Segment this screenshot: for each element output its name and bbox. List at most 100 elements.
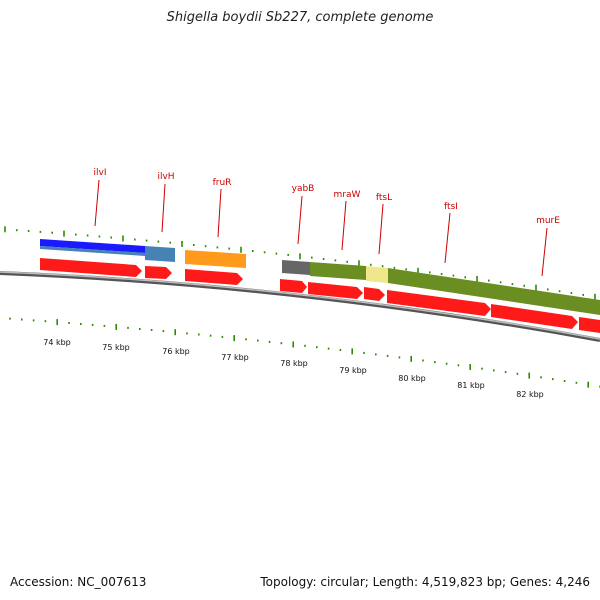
- minor-tick: [445, 362, 448, 365]
- kbp-label: 74 kbp: [43, 338, 71, 347]
- genome-backbone-highlight: [0, 271, 600, 340]
- minor-tick: [263, 251, 266, 254]
- ilvI-leader: [94, 179, 100, 227]
- dcw-cluster-bar[interactable]: [388, 268, 600, 315]
- gene-labels: ilvI ilvH fruR yabB mraW ftsL ftsI murE: [94, 168, 561, 226]
- minor-tick: [464, 276, 466, 279]
- cds-arrow[interactable]: [280, 279, 307, 293]
- minor-tick: [493, 369, 495, 372]
- murE-leader: [541, 227, 548, 277]
- kbp-axis-labels: 74 kbp 75 kbp 76 kbp 77 kbp 78 kbp 79 kb…: [43, 338, 544, 399]
- minor-tick: [398, 356, 401, 359]
- minor-tick: [287, 253, 289, 256]
- minor-tick: [209, 334, 212, 337]
- minor-tick: [39, 230, 42, 233]
- cds-arrow[interactable]: [145, 266, 172, 279]
- genome-backbone: [0, 271, 600, 342]
- gene-label-mraW: mraW: [334, 190, 361, 200]
- major-tick: [63, 230, 65, 237]
- feature-bars: [40, 239, 600, 315]
- bottom-tick-row: [9, 317, 600, 388]
- minor-tick: [280, 342, 283, 345]
- minor-tick: [27, 230, 30, 232]
- genome-summary-text: Topology: circular; Length: 4,519,823 bp…: [260, 575, 590, 589]
- gene-label-murE: murE: [536, 216, 560, 226]
- major-tick: [240, 246, 242, 253]
- major-tick: [417, 267, 419, 274]
- minor-tick: [103, 324, 106, 327]
- minor-tick: [570, 292, 573, 294]
- minor-tick: [157, 240, 160, 243]
- major-tick: [469, 364, 471, 370]
- major-tick: [233, 335, 235, 342]
- cds-arrow[interactable]: [579, 317, 600, 333]
- gene-leader-lines: [94, 179, 548, 277]
- major-tick: [535, 284, 537, 291]
- minor-tick: [375, 353, 377, 356]
- minor-tick: [221, 335, 224, 338]
- minor-tick: [381, 265, 384, 268]
- minor-tick: [316, 346, 318, 349]
- minor-tick: [75, 233, 77, 236]
- minor-tick: [393, 266, 396, 269]
- ftsL-leader: [378, 203, 384, 255]
- ftsL-bar[interactable]: [366, 266, 388, 283]
- minor-tick: [304, 344, 306, 347]
- major-tick: [299, 253, 301, 260]
- fruR-bar[interactable]: [185, 250, 246, 268]
- minor-tick: [86, 234, 89, 237]
- minor-tick: [252, 250, 254, 252]
- yabB-bar[interactable]: [282, 260, 310, 275]
- minor-tick: [21, 318, 23, 321]
- kbp-label: 79 kbp: [339, 366, 367, 375]
- cds-arrow[interactable]: [40, 258, 142, 277]
- minor-tick: [257, 339, 259, 342]
- minor-tick: [563, 380, 566, 382]
- cds-arrow[interactable]: [387, 290, 491, 316]
- mraW-bar[interactable]: [310, 262, 366, 280]
- minor-tick: [429, 271, 431, 274]
- minor-tick: [523, 284, 525, 287]
- gene-label-ftsL: ftsL: [376, 193, 392, 203]
- ilvH-bar[interactable]: [145, 246, 175, 262]
- minor-tick: [499, 281, 502, 284]
- cds-arrow[interactable]: [364, 287, 385, 301]
- minor-tick: [162, 330, 165, 333]
- ilvI-bar[interactable]: [40, 239, 145, 253]
- major-tick: [410, 355, 412, 362]
- minor-tick: [91, 323, 94, 326]
- major-tick: [594, 293, 596, 300]
- cds-arrow[interactable]: [491, 304, 578, 329]
- minor-tick: [504, 371, 507, 374]
- minor-tick: [169, 241, 171, 244]
- minor-tick: [575, 381, 578, 384]
- yabB-leader: [297, 195, 303, 245]
- minor-tick: [145, 239, 148, 242]
- minor-tick: [193, 244, 195, 246]
- map-title: Shigella boydii Sb227, complete genome: [166, 10, 434, 25]
- minor-tick: [16, 229, 18, 232]
- fruR-leader: [217, 188, 222, 238]
- minor-tick: [186, 332, 188, 335]
- minor-tick: [516, 372, 519, 375]
- cds-arrow[interactable]: [308, 282, 363, 299]
- minor-tick: [334, 259, 337, 262]
- minor-tick: [540, 376, 542, 379]
- minor-tick: [422, 359, 424, 362]
- kbp-label: 77 kbp: [221, 353, 249, 362]
- minor-tick: [558, 290, 561, 293]
- minor-tick: [339, 349, 342, 351]
- minor-tick: [452, 274, 455, 277]
- major-tick: [351, 348, 353, 355]
- minor-tick: [582, 293, 584, 296]
- cds-arrow[interactable]: [185, 269, 243, 285]
- minor-tick: [370, 263, 372, 266]
- ilvH-leader: [161, 183, 166, 233]
- minor-tick: [32, 319, 35, 322]
- minor-tick: [198, 333, 200, 336]
- minor-tick: [488, 279, 490, 282]
- minor-tick: [547, 288, 549, 291]
- minor-tick: [9, 317, 11, 320]
- minor-tick: [134, 238, 136, 241]
